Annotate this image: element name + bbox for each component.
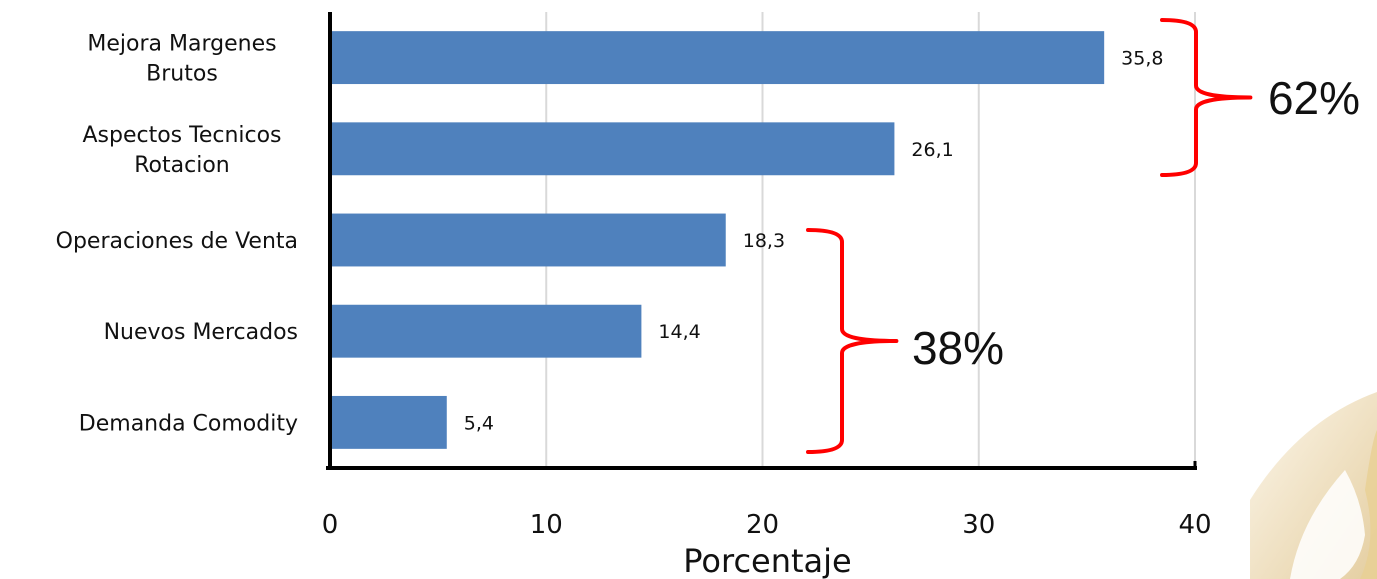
category-label-0: Mejora Margenes Brutos [87, 32, 276, 87]
category-label-1: Aspectos Tecnicos Rotacion [82, 123, 281, 178]
value-label-2: 18,3 [743, 230, 785, 252]
x-tick-label-20: 20 [746, 510, 779, 540]
group-bracket-0 [1160, 18, 1253, 177]
value-label-0: 35,8 [1121, 48, 1163, 70]
bar-1 [330, 122, 895, 176]
x-axis-title: Porcentaje [683, 542, 851, 579]
group-bracket-1 [806, 228, 899, 454]
category-label-3: Nuevos Mercados [104, 320, 298, 345]
corner-decoration [1250, 0, 1377, 579]
labels: 35,8 Mejora Margenes Brutos 26,1 Aspectos Te… [56, 32, 1164, 437]
group-brackets: 62% 38% [806, 18, 1360, 454]
group-percentage-label-0: 62% [1268, 72, 1360, 124]
bar-3 [330, 304, 642, 358]
x-tick-label-10: 10 [530, 510, 563, 540]
x-tick-label-40: 40 [1178, 510, 1211, 540]
category-label-2: Operaciones de Venta [56, 229, 298, 254]
category-label-4: Demanda Comodity [79, 411, 298, 436]
axes: 0 10 20 30 40 Porcentaje [322, 12, 1212, 579]
value-label-3: 14,4 [658, 321, 700, 343]
x-tick-label-30: 30 [962, 510, 995, 540]
value-label-4: 5,4 [464, 412, 494, 434]
bars [330, 31, 1105, 449]
group-percentage-label-1: 38% [912, 322, 1004, 374]
bar-2 [330, 213, 726, 267]
x-tick-label-0: 0 [322, 510, 339, 540]
bar-4 [330, 395, 447, 449]
bar-0 [330, 31, 1105, 85]
value-label-1: 26,1 [911, 139, 953, 161]
